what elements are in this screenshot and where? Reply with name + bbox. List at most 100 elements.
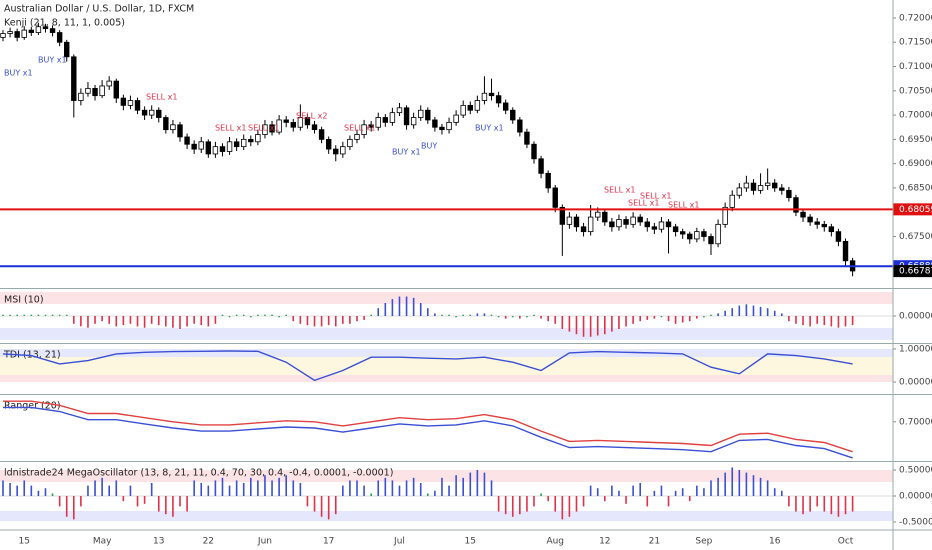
histogram-bar	[179, 496, 181, 507]
candle-body	[318, 129, 325, 140]
candle-body	[78, 92, 84, 101]
histogram-bar	[476, 470, 479, 497]
histogram-bar	[80, 496, 82, 507]
signal-label: SELL x1	[215, 124, 246, 133]
signal-label: BUY x1	[475, 124, 504, 133]
histogram-bar	[384, 303, 387, 316]
histogram-bar	[823, 496, 826, 512]
histogram-bar	[250, 477, 252, 497]
histogram-bar	[809, 316, 811, 327]
histogram-bar	[519, 496, 521, 515]
candle-body	[212, 146, 219, 155]
histogram-bar	[830, 496, 833, 515]
histogram-bar	[44, 314, 47, 316]
candle-body	[283, 119, 289, 123]
histogram-bar	[391, 480, 394, 497]
histogram-bar	[242, 314, 245, 316]
histogram-bar	[73, 316, 75, 324]
histogram-bar	[221, 477, 224, 497]
candle-body	[835, 231, 842, 242]
histogram-bar	[51, 314, 54, 316]
histogram-bar	[568, 496, 571, 517]
candle-body	[375, 117, 381, 128]
histogram-bar	[490, 314, 493, 316]
candle-body	[396, 107, 403, 114]
histogram-bar	[23, 314, 26, 316]
candle-body	[311, 124, 318, 131]
histogram-bar	[313, 316, 316, 327]
candle-body	[120, 97, 127, 106]
histogram-bar	[504, 496, 507, 515]
candle-body	[141, 109, 148, 116]
histogram-bar	[228, 316, 231, 318]
candle-body	[743, 182, 750, 189]
signal-label: SELL x1	[146, 93, 177, 102]
candle-body	[566, 216, 573, 225]
last-price-box	[893, 265, 932, 278]
histogram-bar	[157, 496, 160, 512]
histogram-bar	[547, 316, 549, 322]
histogram-bar	[9, 314, 11, 316]
candle-body	[602, 211, 608, 223]
level-box	[893, 203, 932, 216]
histogram-bar	[681, 316, 684, 323]
zone-band	[0, 375, 893, 382]
candle-body	[269, 124, 275, 133]
histogram-bar	[554, 496, 557, 512]
histogram-bar	[703, 316, 705, 318]
histogram-bar	[370, 493, 372, 497]
histogram-bar	[207, 316, 210, 327]
candle-body	[205, 141, 212, 155]
histogram-bar	[582, 316, 585, 337]
candle-body	[694, 231, 700, 240]
histogram-bar	[398, 296, 401, 316]
candle-body	[219, 146, 226, 152]
candle-body	[708, 236, 714, 245]
histogram-bar	[334, 316, 337, 327]
histogram-bar	[101, 477, 103, 497]
histogram-bar	[108, 485, 110, 497]
indicator-line	[2, 350, 853, 382]
signal-label: SELL x1	[668, 201, 699, 210]
candle-body	[347, 138, 353, 148]
histogram-bar	[511, 496, 514, 517]
x-tick-label: 13	[153, 537, 164, 547]
histogram-bar	[604, 316, 606, 335]
histogram-bar	[179, 316, 181, 329]
histogram-bar	[37, 314, 40, 316]
histogram-bar	[108, 316, 110, 324]
candle-body	[35, 26, 42, 33]
histogram-bar	[696, 485, 698, 497]
histogram-bar	[717, 477, 719, 497]
candle-body	[333, 148, 339, 155]
histogram-bar	[646, 496, 649, 507]
histogram-bar	[490, 480, 493, 497]
histogram-bar	[462, 477, 464, 497]
panel-title: TDI (13, 21)	[3, 350, 61, 361]
histogram-bar	[136, 496, 139, 507]
candle-body	[828, 226, 835, 233]
histogram-bar	[788, 316, 790, 322]
candle-body	[340, 146, 346, 155]
histogram-bar	[101, 316, 103, 322]
candle-body	[64, 41, 70, 58]
histogram-bar	[412, 297, 415, 316]
candle-body	[637, 216, 643, 223]
histogram-bar	[16, 485, 18, 497]
histogram-bar	[533, 496, 535, 507]
histogram-bar	[2, 314, 4, 316]
histogram-bar	[476, 313, 479, 316]
candle-body	[545, 172, 551, 189]
signal-label: SELL x1	[248, 124, 279, 133]
histogram-bar	[186, 496, 188, 512]
candle-body	[191, 143, 197, 150]
candle-body	[14, 31, 20, 38]
x-tick-label: May	[93, 537, 112, 547]
histogram-bar	[9, 483, 11, 497]
histogram-bar	[150, 316, 153, 324]
histogram-bar	[278, 316, 280, 318]
histogram-bar	[611, 316, 613, 332]
